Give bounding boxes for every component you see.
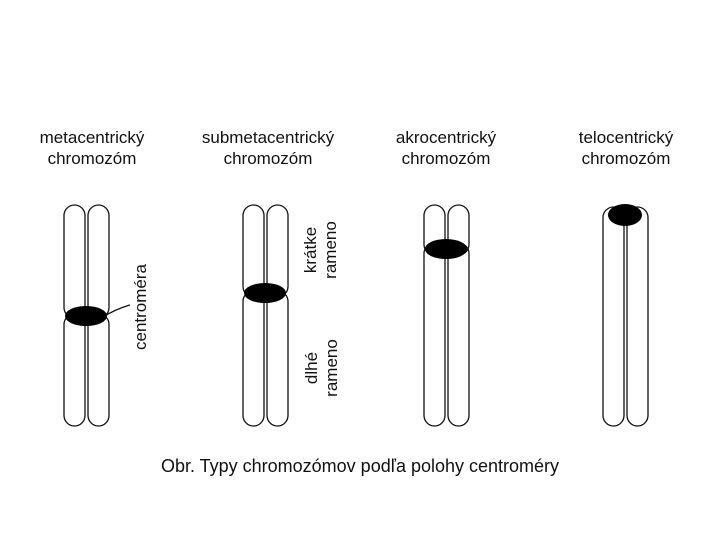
figure-caption: Obr. Typy chromozómov podľa polohy centr… xyxy=(160,456,560,476)
telocentric-label: telocentrický chromozóm xyxy=(579,127,673,169)
centromere-label: centroméra xyxy=(131,264,150,350)
metacentric-lower-right-arm xyxy=(87,313,110,427)
telocentric-label-line1: telocentrický xyxy=(578,128,674,147)
submetacentric-label-line2: chromozóm xyxy=(223,149,313,168)
telocentric-left-arm xyxy=(602,206,625,427)
metacentric-centromere xyxy=(65,306,107,326)
metacentric-upper-right-arm xyxy=(87,204,110,319)
acrocentric-label: akrocentrický chromozóm xyxy=(396,127,496,169)
metacentric-lower-left-arm xyxy=(63,313,86,427)
telocentric-centromere xyxy=(608,204,642,226)
long-arm-label-line1: dlhé xyxy=(302,351,321,385)
submetacentric-long-left-arm xyxy=(242,290,265,427)
metacentric-label: metacentrický chromozóm xyxy=(40,127,145,169)
submetacentric-label-line1: submetacentrický xyxy=(201,128,335,147)
long-arm-label: dlhé rameno xyxy=(302,339,342,397)
telocentric-right-arm xyxy=(626,206,649,427)
metacentric-label-line1: metacentrický xyxy=(39,128,145,147)
metacentric-label-line2: chromozóm xyxy=(47,149,137,168)
telocentric-chromosome xyxy=(602,206,649,427)
acrocentric-long-left-arm xyxy=(423,242,446,427)
acrocentric-long-right-arm xyxy=(447,242,470,427)
long-arm-label-line2: rameno xyxy=(322,339,341,397)
submetacentric-long-right-arm xyxy=(266,290,289,427)
submetacentric-chromosome xyxy=(242,204,289,427)
submetacentric-short-right-arm xyxy=(266,204,289,298)
acrocentric-label-line1: akrocentrický xyxy=(395,128,497,147)
submetacentric-label: submetacentrický chromozóm xyxy=(202,127,334,169)
short-arm-label-line1: krátke xyxy=(301,226,320,274)
metacentric-upper-left-arm xyxy=(63,204,86,319)
acrocentric-chromosome xyxy=(423,204,470,427)
acrocentric-centromere xyxy=(425,239,467,259)
short-arm-label: krátke rameno xyxy=(301,221,341,279)
centromere-pointer-line xyxy=(102,304,131,318)
telocentric-label-line2: chromozóm xyxy=(581,149,671,168)
submetacentric-centromere xyxy=(244,283,286,303)
acrocentric-label-line2: chromozóm xyxy=(401,149,491,168)
short-arm-label-line2: rameno xyxy=(321,221,340,279)
